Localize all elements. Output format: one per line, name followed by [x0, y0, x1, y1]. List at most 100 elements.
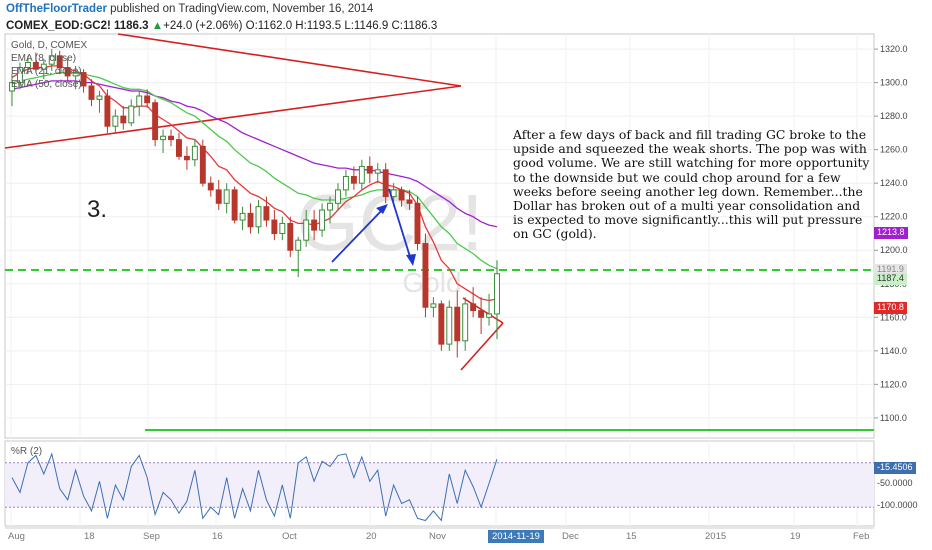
y-tick-label: 1280.0 — [880, 111, 908, 121]
williams-r-value: -15.4506 — [874, 462, 916, 474]
y-tick-label: 1300.0 — [880, 78, 908, 88]
candle-body — [327, 202, 333, 211]
candle-body — [486, 313, 493, 318]
legend-ema50[interactable]: EMA (50, close) — [11, 79, 82, 90]
williams-r-panel — [5, 452, 874, 522]
candle-body — [303, 219, 310, 241]
arrow-down — [388, 188, 412, 261]
candle-body — [80, 72, 87, 87]
candle-body — [231, 189, 238, 221]
pennant-lower[interactable] — [460, 322, 504, 371]
ema21-price-label: 1187.4 — [874, 273, 907, 285]
legend-ema8[interactable]: EMA (8, close) — [11, 53, 77, 64]
candle-body — [414, 202, 421, 245]
price-change: +24.0 (+2.06%) — [163, 20, 243, 32]
x-label-20: 20 — [366, 531, 377, 542]
candle-body — [215, 189, 222, 204]
y-tick-label: 1120.0 — [880, 379, 907, 389]
x-label-nov: Nov — [429, 531, 446, 542]
up-arrow-icon: ▲ — [151, 20, 164, 32]
trendline-bottom[interactable] — [4, 85, 462, 149]
candle-body — [470, 303, 477, 312]
y-tick-label: 1160.0 — [880, 312, 907, 322]
ema50-line — [11, 80, 498, 228]
watermark-name: Gold — [402, 267, 461, 298]
williams-r-tick-50: -50.0000 — [877, 478, 913, 488]
legend-title: Gold, D, COMEX — [11, 40, 88, 51]
x-label-2015: 2015 — [705, 531, 727, 542]
wpr-band — [5, 462, 874, 508]
candle-body — [295, 239, 302, 251]
candle-body — [287, 222, 294, 251]
publish-line: OffTheFloorTrader published on TradingVi… — [6, 2, 926, 17]
candle-body — [24, 61, 31, 69]
candle-body — [311, 219, 318, 231]
publisher-link[interactable]: OffTheFloorTrader — [6, 3, 107, 15]
candle-body — [40, 63, 47, 70]
x-label-dec: Dec — [562, 531, 579, 542]
x-label-aug: Aug — [8, 531, 25, 542]
chart-legend: Gold, D, COMEX EMA (8, close) EMA (21, c… — [11, 39, 87, 91]
candle-body — [247, 212, 254, 228]
candle-body — [446, 306, 453, 345]
published-text: published on TradingView.com, November 1… — [110, 3, 374, 15]
candle-body — [128, 105, 135, 124]
candle-body — [120, 115, 127, 124]
x-label-18: 18 — [84, 531, 95, 542]
x-label-sep: Sep — [143, 531, 160, 542]
series-layer — [9, 49, 500, 358]
y-tick-label: 1200.0 — [880, 245, 908, 255]
candle-body — [494, 273, 500, 315]
candle-body — [112, 115, 119, 127]
candle-body — [16, 67, 23, 84]
williams-r-tick-100: -100.0000 — [877, 500, 918, 510]
candle-body — [335, 189, 341, 204]
williams-r-title: %R (2) — [11, 446, 43, 457]
close-value: C:1186.3 — [391, 20, 438, 32]
candle-body — [168, 135, 174, 141]
candle-body — [398, 189, 405, 201]
arrows — [331, 188, 416, 266]
x-label-16: 16 — [212, 531, 223, 542]
low-value: L:1146.9 — [344, 20, 389, 32]
candle-body — [183, 155, 190, 161]
arrow-down-head — [406, 254, 416, 266]
x-label-cursor-date: 2014-11-19 — [488, 530, 544, 543]
candle-body — [144, 95, 151, 104]
legend-ema21[interactable]: EMA (21, close) — [11, 66, 82, 77]
symbol-line: COMEX_EOD:GC2! 1186.3 ▲+24.0 (+2.06%) O:… — [6, 19, 926, 34]
x-label-19: 19 — [790, 531, 801, 542]
ema21-line — [11, 71, 498, 270]
candle-body — [271, 219, 278, 234]
arrow-up — [331, 208, 384, 263]
candle-body — [96, 95, 103, 100]
x-label-oct: Oct — [282, 531, 297, 542]
y-tick-label: 1100.0 — [880, 413, 907, 423]
candle-body — [48, 55, 55, 65]
candle-body — [358, 165, 365, 184]
y-tick-label: 1140.0 — [880, 346, 907, 356]
candle-body — [319, 209, 326, 231]
candle-body — [430, 303, 437, 308]
high-value: H:1193.5 — [295, 20, 342, 32]
candle-body — [279, 222, 286, 234]
candle-body — [255, 206, 262, 228]
x-label-15: 15 — [626, 531, 637, 542]
candle-body — [56, 55, 63, 69]
candle-body — [152, 102, 159, 141]
arrow-up-head — [376, 204, 388, 214]
candle-body — [454, 306, 461, 342]
y-tick-label: 1240.0 — [880, 178, 908, 188]
candle-body — [88, 85, 95, 100]
candle-body — [176, 139, 182, 157]
candle-body — [32, 61, 39, 70]
y-tick-label: 1320.0 — [880, 44, 908, 54]
y-tick-label: 1260.0 — [880, 145, 908, 155]
candle-body — [342, 175, 349, 191]
header: OffTheFloorTrader published on TradingVi… — [6, 0, 926, 34]
candle-body — [191, 145, 198, 161]
candle-body — [462, 303, 469, 342]
trendline-top[interactable] — [117, 33, 462, 87]
candle-body — [160, 135, 167, 141]
